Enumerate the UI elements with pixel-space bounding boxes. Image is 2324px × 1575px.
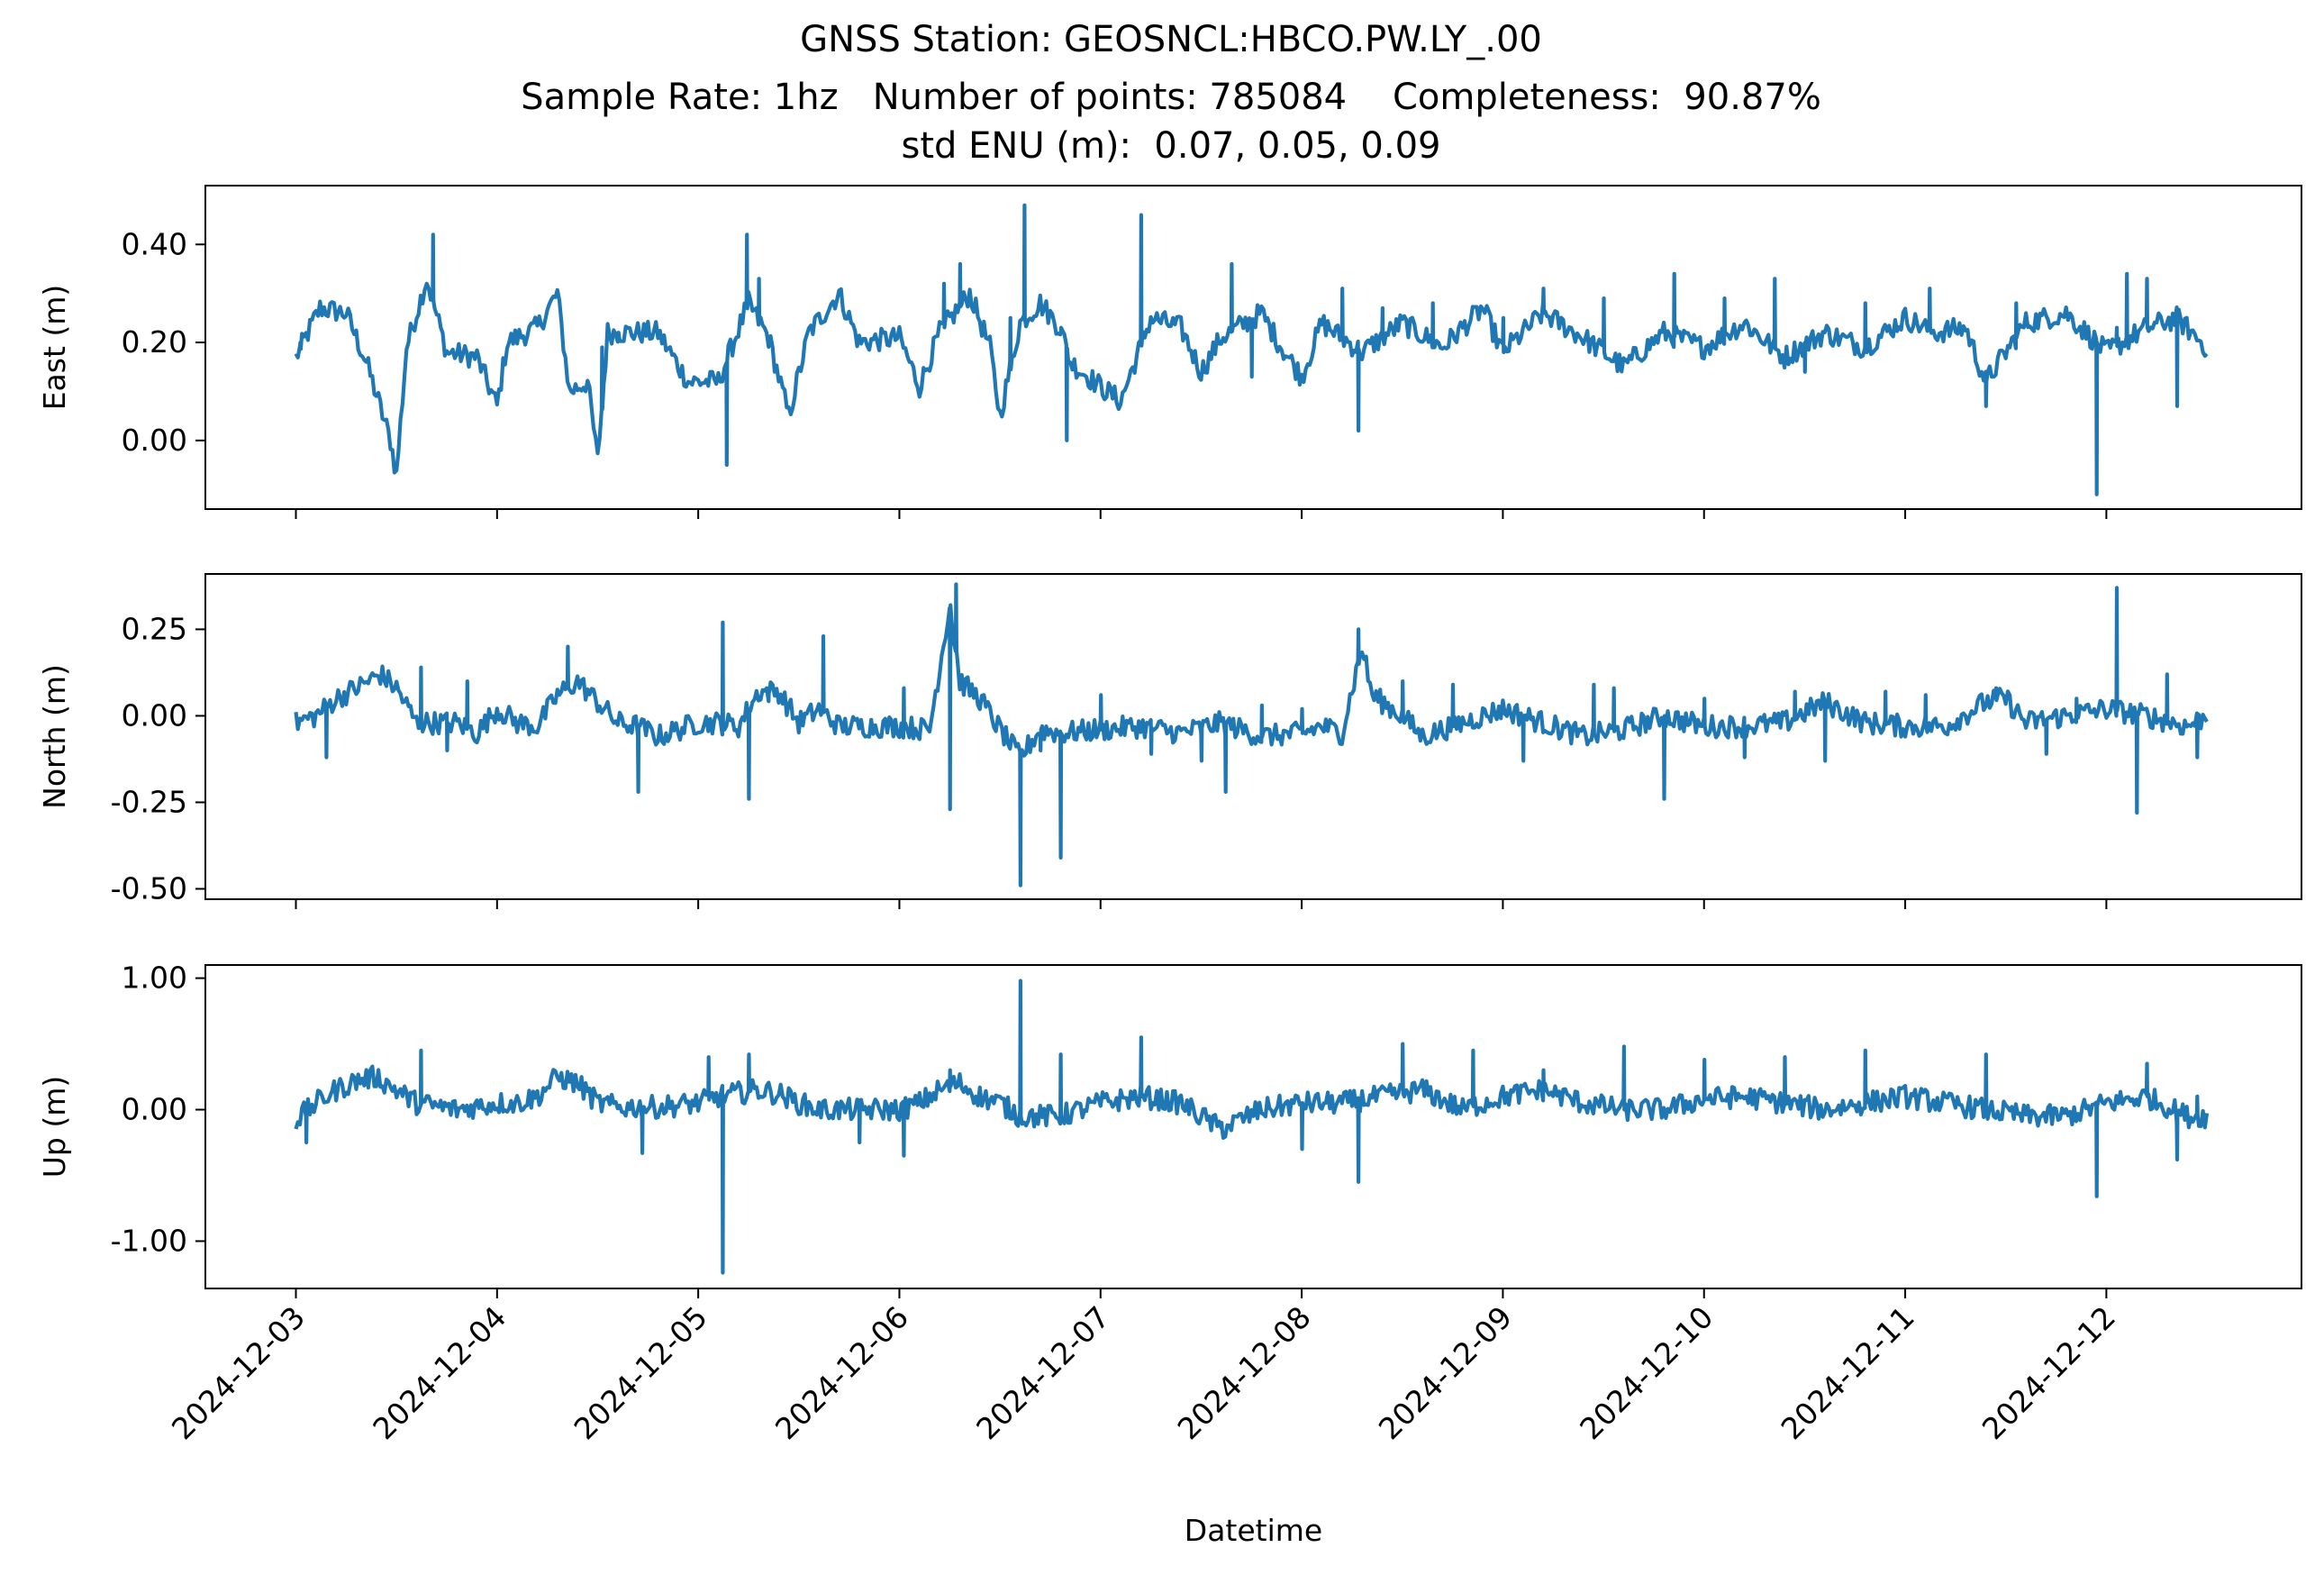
x-tick-label: 2024-12-03 bbox=[165, 1299, 312, 1446]
y-tick-label: 0.00 bbox=[122, 697, 187, 733]
x-tick-label: 2024-12-07 bbox=[969, 1299, 1116, 1446]
panel-up: -1.00 0.00 1.00 Up (m) bbox=[37, 960, 2302, 1298]
y-tick-label: 1.00 bbox=[122, 960, 187, 996]
title-line-std: std ENU (m): 0.07, 0.05, 0.09 bbox=[901, 125, 1441, 167]
series-line-north bbox=[294, 582, 2209, 888]
y-tick-label: -0.25 bbox=[111, 784, 187, 819]
x-axis-label: Datetime bbox=[1185, 1513, 1322, 1548]
plot-frame bbox=[204, 185, 2302, 510]
y-axis-label: Up (m) bbox=[37, 1076, 72, 1179]
y-tick-label: -1.00 bbox=[111, 1223, 187, 1258]
series-line-east bbox=[294, 203, 2209, 496]
x-tick-label: 2024-12-05 bbox=[567, 1299, 714, 1446]
y-tick-label: -0.50 bbox=[111, 870, 187, 906]
y-tick-label: 0.00 bbox=[122, 1092, 187, 1127]
y-axis-label: East (m) bbox=[37, 285, 72, 411]
title-line-station: GNSS Station: GEOSNCL:HBCO.PW.LY_.00 bbox=[800, 19, 1542, 60]
plot-frame bbox=[204, 964, 2302, 1289]
panel-north: -0.50 -0.25 0.00 0.25 North (m) bbox=[37, 573, 2302, 909]
y-tick-label: 0.20 bbox=[122, 324, 187, 360]
x-tick-label: 2024-12-11 bbox=[1775, 1299, 1921, 1446]
x-tick-label: 2024-12-10 bbox=[1573, 1299, 1720, 1446]
x-tick-label: 2024-12-06 bbox=[768, 1299, 915, 1446]
title-line-stats: Sample Rate: 1hz Number of points: 78508… bbox=[521, 77, 1821, 118]
x-tick-label: 2024-12-08 bbox=[1171, 1299, 1318, 1446]
x-tick-label: 2024-12-09 bbox=[1372, 1299, 1519, 1446]
y-axis-label: North (m) bbox=[37, 664, 72, 809]
y-tick-label: 0.40 bbox=[122, 226, 187, 261]
plot-frame bbox=[204, 573, 2302, 900]
x-tick-label: 2024-12-12 bbox=[1975, 1299, 2122, 1446]
y-tick-label: 0.25 bbox=[122, 611, 187, 646]
x-tick-label: 2024-12-04 bbox=[366, 1299, 513, 1446]
series-line-up bbox=[294, 979, 2210, 1275]
y-tick-label: 0.00 bbox=[122, 423, 187, 458]
panel-east: 0.00 0.20 0.40 East (m) bbox=[37, 185, 2302, 519]
